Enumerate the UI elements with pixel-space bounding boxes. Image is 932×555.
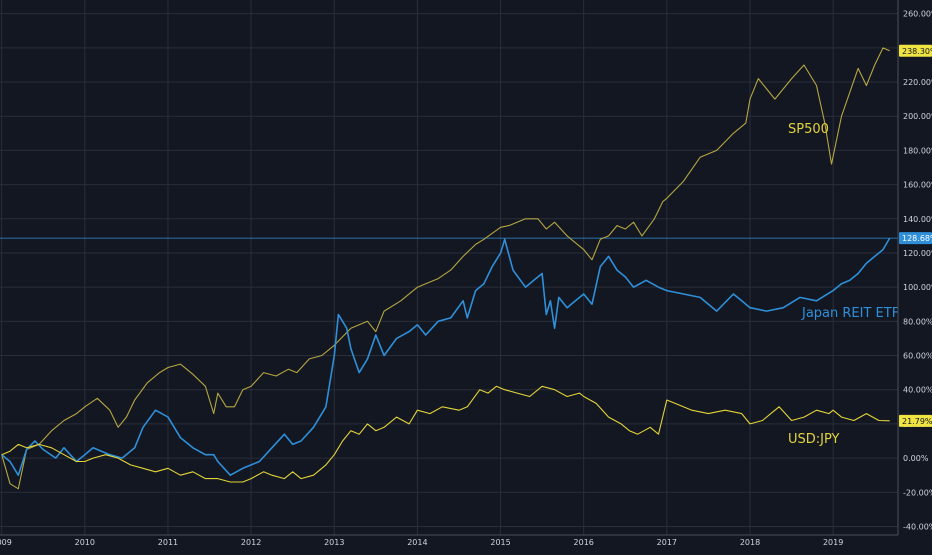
price-tag-label-usd-jpy: 21.79% xyxy=(902,417,932,426)
y-tick-label: 200.00% xyxy=(903,112,932,121)
y-tick-label: -20.00% xyxy=(903,488,932,497)
series-lines xyxy=(1,47,891,490)
price-tag-usd-jpy xyxy=(899,414,932,427)
y-tick-label: -40.00% xyxy=(903,522,932,531)
price-tag-label-japan-reit-etf: 128.68% xyxy=(902,234,932,243)
x-tick-label: 2013 xyxy=(324,538,344,547)
x-tick-label: 2012 xyxy=(241,538,261,547)
series-line-sp500 xyxy=(1,47,890,490)
x-tick-label: 2017 xyxy=(657,538,677,547)
y-tick-label: 120.00% xyxy=(903,249,932,258)
y-tick-label: 100.00% xyxy=(903,283,932,292)
x-tick-label: 2009 xyxy=(0,538,12,547)
y-tick-label: 180.00% xyxy=(903,146,932,155)
y-tick-label: 260.00% xyxy=(903,10,932,19)
series-line-usd-jpy xyxy=(1,385,890,483)
y-tick-label: 40.00% xyxy=(903,386,932,395)
y-tick-label: 60.00% xyxy=(903,352,932,361)
x-tick-label: 2010 xyxy=(75,538,95,547)
annotation-japan-reit-etf: Japan REIT ETF xyxy=(801,306,899,321)
annotations: SP500 Japan REIT ETF USD:JPY xyxy=(788,122,899,447)
annotation-sp500: SP500 xyxy=(788,122,829,137)
y-tick-label: 140.00% xyxy=(903,215,932,224)
price-tag-sp500 xyxy=(899,44,932,57)
y-tick-label: 0.00% xyxy=(903,454,929,463)
x-tick-label: 2016 xyxy=(574,538,594,547)
annotation-usd-jpy: USD:JPY xyxy=(788,432,840,447)
grid xyxy=(0,0,898,535)
price-tag-label-sp500: 238.30% xyxy=(902,47,932,56)
x-tick-label: 2011 xyxy=(158,538,178,547)
price-tag-japan-reit-etf xyxy=(899,232,932,245)
price-labels: 238.30% 128.68% 21.79% xyxy=(899,44,932,427)
x-tick-label: 2014 xyxy=(407,538,427,547)
y-tick-label: 160.00% xyxy=(903,181,932,190)
x-tick-label: 2019 xyxy=(823,538,843,547)
y-tick-label: 220.00% xyxy=(903,78,932,87)
x-tick-label: 2018 xyxy=(740,538,760,547)
x-tick-label: 2015 xyxy=(490,538,510,547)
y-tick-label: 80.00% xyxy=(903,317,932,326)
series-line-japan-reit-etf xyxy=(1,237,891,477)
